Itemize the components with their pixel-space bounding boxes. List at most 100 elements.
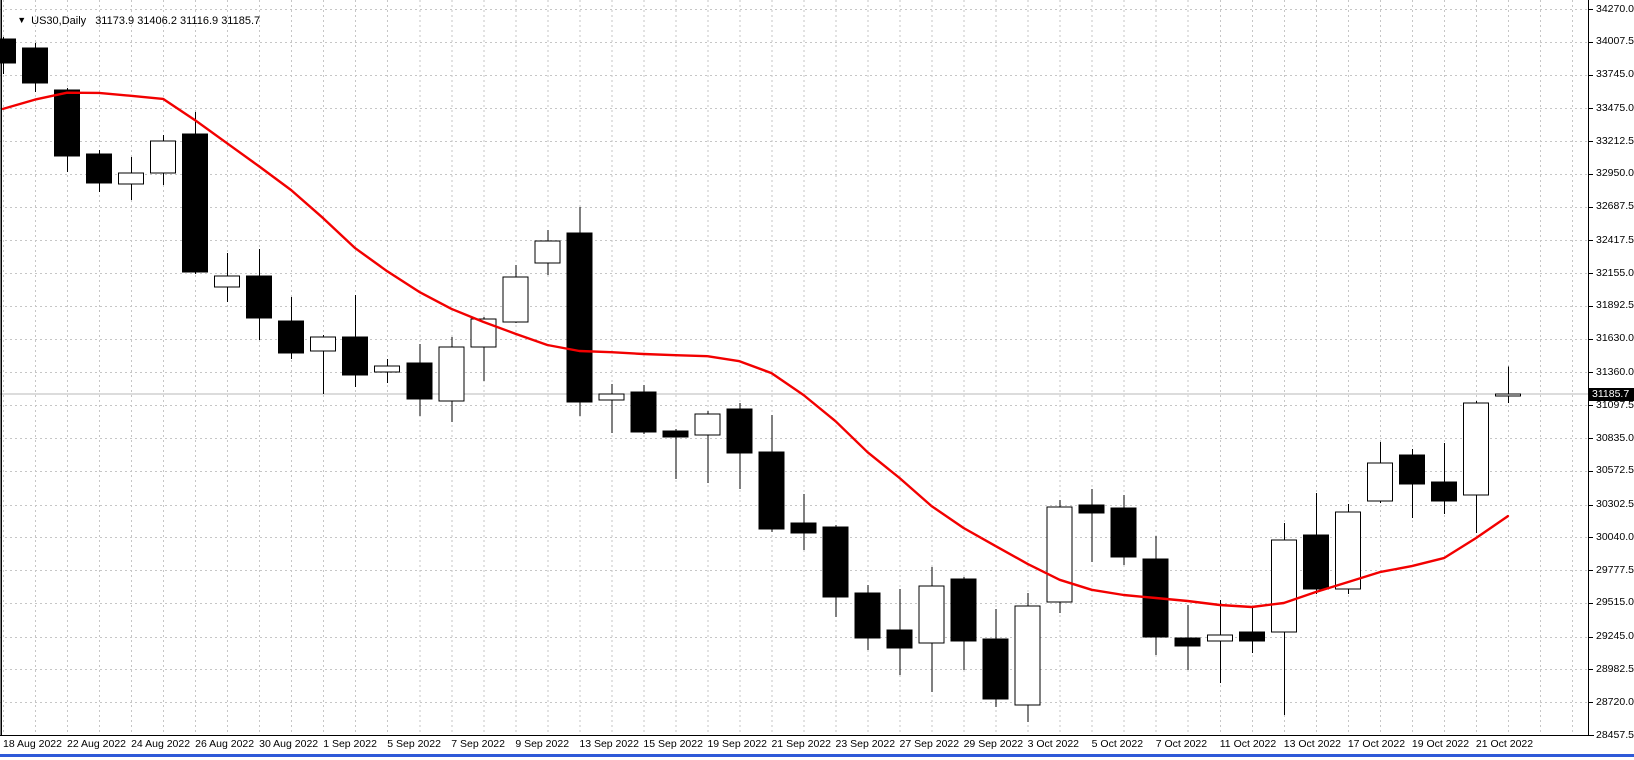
date-label: 15 Sep 2022 bbox=[643, 738, 703, 750]
candle bbox=[54, 87, 81, 172]
candle bbox=[1014, 592, 1041, 722]
candle bbox=[182, 112, 209, 275]
candle bbox=[406, 343, 433, 416]
date-label: 19 Sep 2022 bbox=[707, 738, 767, 750]
candle bbox=[534, 230, 561, 276]
candle bbox=[950, 576, 977, 670]
date-label: 3 Oct 2022 bbox=[1027, 738, 1079, 750]
date-label: 13 Oct 2022 bbox=[1283, 738, 1342, 750]
candle bbox=[1366, 442, 1393, 503]
candle bbox=[246, 249, 273, 340]
candle bbox=[1398, 449, 1425, 518]
candle bbox=[1142, 535, 1169, 655]
date-label: 19 Oct 2022 bbox=[1411, 738, 1470, 750]
price-label: 34007.5 bbox=[1596, 35, 1634, 48]
candle bbox=[1046, 499, 1073, 613]
price-label: 28982.5 bbox=[1596, 662, 1634, 675]
date-label: 5 Oct 2022 bbox=[1091, 738, 1144, 750]
candle bbox=[1334, 503, 1361, 594]
date-label: 22 Aug 2022 bbox=[67, 738, 127, 750]
window-bottom-border bbox=[0, 754, 1634, 757]
candle bbox=[1494, 366, 1521, 403]
price-label: 28457.5 bbox=[1596, 728, 1634, 741]
candle bbox=[758, 414, 785, 532]
price-label: 30572.5 bbox=[1596, 464, 1634, 477]
candle bbox=[438, 336, 465, 422]
candle bbox=[278, 297, 305, 359]
chart-title: ▼ US30,Daily 31173.9 31406.2 31116.9 31185… bbox=[5, 3, 260, 39]
date-label: 29 Sep 2022 bbox=[963, 738, 1024, 750]
candle bbox=[86, 150, 113, 192]
candle bbox=[502, 265, 529, 324]
candle bbox=[790, 493, 817, 550]
candle bbox=[886, 588, 913, 675]
price-label: 31892.5 bbox=[1596, 299, 1634, 312]
candle bbox=[214, 253, 241, 303]
date-label: 9 Sep 2022 bbox=[515, 738, 570, 750]
price-label: 29515.0 bbox=[1596, 596, 1634, 609]
date-label: 11 Oct 2022 bbox=[1219, 738, 1277, 750]
price-label: 31630.0 bbox=[1596, 332, 1634, 345]
date-label: 24 Aug 2022 bbox=[131, 738, 191, 750]
candle bbox=[1174, 605, 1201, 670]
candle bbox=[1110, 494, 1137, 565]
price-label: 34270.0 bbox=[1596, 2, 1634, 15]
candle bbox=[854, 584, 881, 650]
candle bbox=[1270, 522, 1297, 715]
candle bbox=[0, 36, 16, 74]
price-label: 33212.5 bbox=[1596, 134, 1634, 147]
date-label: 18 Aug 2022 bbox=[3, 738, 62, 750]
candle bbox=[374, 358, 401, 383]
candle bbox=[22, 42, 49, 92]
candle bbox=[982, 608, 1009, 707]
date-label: 26 Aug 2022 bbox=[195, 738, 255, 750]
price-label: 30835.0 bbox=[1596, 431, 1634, 444]
candle bbox=[694, 410, 721, 483]
ohlc-readout: 31173.9 31406.2 31116.9 31185.7 bbox=[95, 15, 261, 27]
price-label: 32950.0 bbox=[1596, 167, 1634, 180]
time-axis[interactable]: 18 Aug 2022 22 Aug 2022 24 Aug 2022 26 Aug … bbox=[0, 736, 1588, 754]
candle bbox=[470, 317, 497, 381]
price-label: 28720.0 bbox=[1596, 695, 1634, 708]
date-label: 27 Sep 2022 bbox=[899, 738, 960, 750]
price-label: 32687.5 bbox=[1596, 200, 1634, 213]
candle bbox=[1238, 607, 1265, 653]
candle bbox=[566, 207, 593, 416]
price-label: 29777.5 bbox=[1596, 563, 1634, 576]
symbol-dropdown-icon[interactable]: ▼ bbox=[17, 15, 27, 25]
price-label: 32417.5 bbox=[1596, 233, 1634, 246]
price-label: 31097.5 bbox=[1596, 398, 1634, 411]
moving-average-line bbox=[1, 91, 1510, 609]
chart-frame bbox=[0, 0, 1594, 736]
price-axis[interactable]: 34270.0 34007.5 33745.0 33475.0 33212.5 32950… bbox=[1589, 0, 1634, 741]
date-label: 1 Sep 2022 bbox=[323, 738, 377, 750]
bid-price-tag: 31185.7 bbox=[1589, 387, 1634, 401]
price-label: 30040.0 bbox=[1596, 530, 1634, 543]
candle bbox=[1462, 401, 1489, 533]
date-label: 21 Sep 2022 bbox=[771, 738, 832, 750]
candle bbox=[310, 334, 337, 394]
candle bbox=[150, 135, 177, 185]
price-label: 33475.0 bbox=[1596, 101, 1634, 114]
candle bbox=[630, 384, 657, 434]
grid bbox=[0, 0, 1588, 736]
price-label: 32155.0 bbox=[1596, 266, 1634, 279]
candle bbox=[662, 428, 689, 479]
price-label: 30302.5 bbox=[1596, 498, 1634, 511]
candle bbox=[118, 157, 145, 200]
date-label: 21 Oct 2022 bbox=[1475, 738, 1534, 750]
candle bbox=[822, 524, 849, 617]
symbol-period-label: US30,Daily bbox=[31, 15, 87, 27]
candle bbox=[342, 295, 369, 387]
candle bbox=[1206, 599, 1233, 683]
candles-series bbox=[0, 36, 1521, 722]
date-label: 7 Sep 2022 bbox=[451, 738, 505, 750]
candle bbox=[726, 402, 753, 489]
candle bbox=[918, 566, 945, 692]
price-label: 29245.0 bbox=[1596, 630, 1634, 643]
candle bbox=[1078, 489, 1105, 562]
price-label: 33745.0 bbox=[1596, 68, 1634, 81]
date-label: 17 Oct 2022 bbox=[1347, 738, 1406, 750]
